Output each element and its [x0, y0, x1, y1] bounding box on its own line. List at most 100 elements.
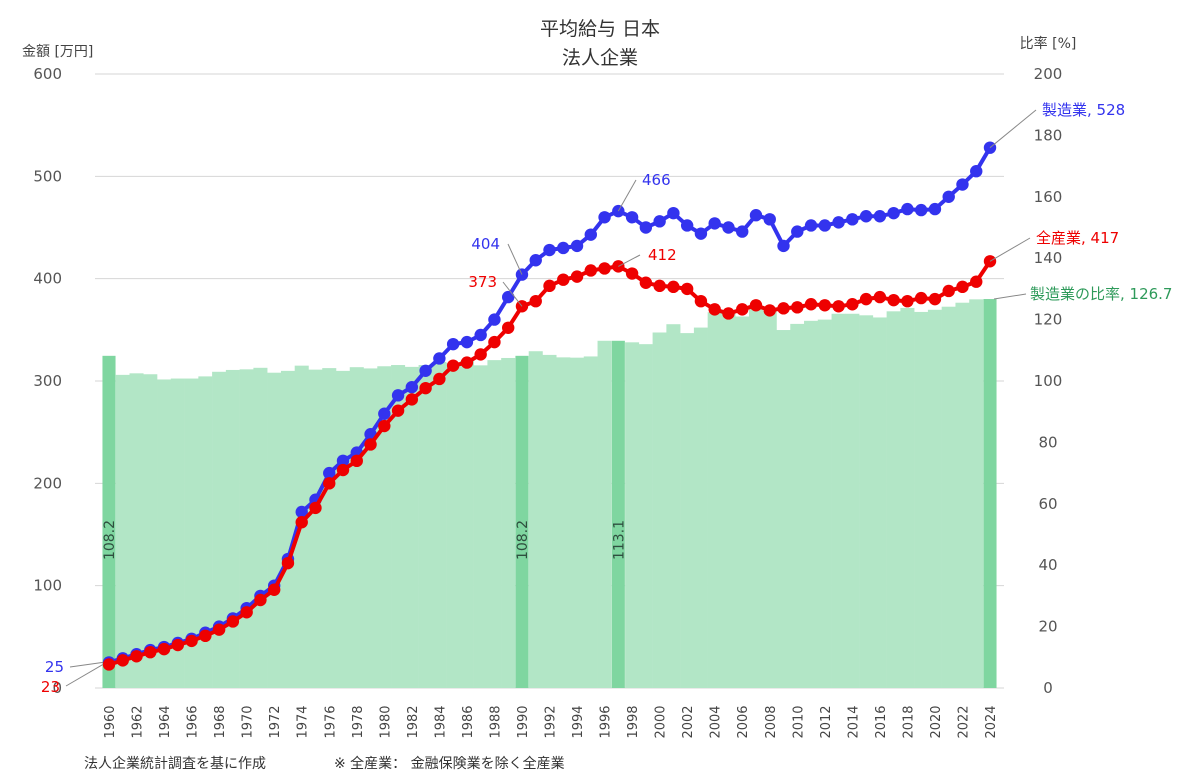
- data-point: [419, 364, 432, 377]
- data-point: [970, 275, 983, 288]
- x-tick-label: 1970: [241, 705, 256, 738]
- data-point: [446, 337, 460, 351]
- ratio-bar: [280, 370, 295, 688]
- ratio-bar: [239, 369, 254, 688]
- data-point: [295, 505, 308, 519]
- ratio-bar: [914, 311, 929, 688]
- data-point: [680, 282, 694, 296]
- data-point: [309, 501, 322, 515]
- y-right-tick-label: 120: [1034, 311, 1063, 329]
- data-point: [639, 221, 653, 234]
- ratio-bar: [184, 378, 199, 688]
- y-right-tick-label: 100: [1034, 372, 1063, 390]
- data-point: [130, 650, 143, 663]
- ratio-bar: [143, 374, 158, 688]
- ratio-bar: [872, 317, 887, 688]
- ratio-bar: [969, 299, 984, 688]
- data-point: [529, 254, 542, 267]
- x-tick-label: 1966: [186, 705, 201, 738]
- data-point: [446, 359, 460, 372]
- label-red-1990: 373: [468, 273, 497, 291]
- data-point: [832, 216, 845, 229]
- x-tick-label: 2018: [901, 705, 916, 738]
- ratio-bar: [115, 374, 130, 688]
- data-point: [584, 264, 597, 277]
- salary-lines: [102, 141, 997, 671]
- label-blue-1990: 404: [471, 235, 500, 253]
- x-tick-label: 1998: [626, 705, 641, 738]
- data-point: [557, 273, 570, 286]
- x-tick-label: 2014: [846, 705, 861, 738]
- ratio-bar: [652, 332, 667, 688]
- data-point: [584, 228, 597, 241]
- data-point: [956, 178, 969, 191]
- data-point: [598, 262, 611, 275]
- data-point: [887, 293, 900, 307]
- data-point: [254, 593, 267, 607]
- ratio-bar: [817, 319, 832, 688]
- data-point: [832, 300, 845, 313]
- data-point: [488, 313, 501, 326]
- data-point: [102, 658, 116, 671]
- data-point: [859, 210, 873, 223]
- ratio-bar: [487, 360, 502, 688]
- x-tick-label: 1962: [131, 705, 146, 738]
- data-point: [942, 190, 955, 203]
- data-point: [804, 298, 818, 311]
- leader-line: [617, 179, 637, 212]
- x-tick-label: 2006: [736, 705, 751, 738]
- label-red-1960: 23: [41, 678, 60, 696]
- data-point: [749, 209, 763, 222]
- data-point: [323, 477, 336, 490]
- ratio-bar: [680, 333, 695, 688]
- leader-line: [989, 109, 1037, 149]
- data-point: [336, 454, 350, 468]
- data-point: [818, 219, 832, 232]
- data-point: [928, 292, 942, 306]
- data-point: [791, 301, 804, 314]
- x-tick-label: 1980: [378, 705, 393, 738]
- data-point: [846, 298, 859, 311]
- ratio-bar: [611, 340, 625, 688]
- data-point: [543, 279, 556, 293]
- data-point: [928, 202, 942, 216]
- ratio-bar: [404, 366, 419, 688]
- data-point: [460, 335, 474, 349]
- data-point: [970, 165, 983, 178]
- ratio-bar: [900, 307, 915, 688]
- ratio-bar-label: 113.1: [611, 520, 627, 560]
- data-point: [694, 294, 708, 308]
- data-point: [502, 321, 515, 334]
- ratio-bar: [501, 357, 516, 688]
- data-point: [901, 294, 914, 308]
- ratio-bar: [583, 356, 598, 688]
- y-left-tick-label: 200: [33, 474, 62, 492]
- data-point: [474, 328, 487, 342]
- data-point: [405, 393, 419, 406]
- data-point: [901, 202, 914, 216]
- y-left-tick-label: 500: [33, 167, 62, 185]
- data-point: [942, 284, 955, 298]
- x-tick-label: 2008: [764, 705, 779, 738]
- ratio-bar: [693, 327, 708, 688]
- data-point: [914, 291, 928, 305]
- left-axis-label: 金額 [万円]: [22, 44, 93, 60]
- leader-line: [69, 661, 104, 668]
- data-point: [887, 206, 900, 220]
- label-red-end: 全産業, 417: [1036, 229, 1119, 247]
- data-point: [722, 221, 735, 234]
- ratio-bar: [983, 299, 997, 688]
- data-point: [157, 642, 171, 656]
- data-point: [116, 654, 129, 667]
- x-tick-label: 1968: [213, 705, 228, 738]
- ratio-bar: [804, 320, 819, 688]
- data-point: [777, 302, 790, 315]
- y-right-tick-label: 140: [1034, 249, 1063, 267]
- ratio-bar: [831, 313, 846, 688]
- y-right-tick-label: 180: [1034, 126, 1063, 144]
- y-left-tick-label: 0: [52, 679, 62, 697]
- x-tick-label: 1960: [103, 705, 118, 738]
- data-point: [873, 290, 887, 304]
- data-point: [240, 606, 253, 619]
